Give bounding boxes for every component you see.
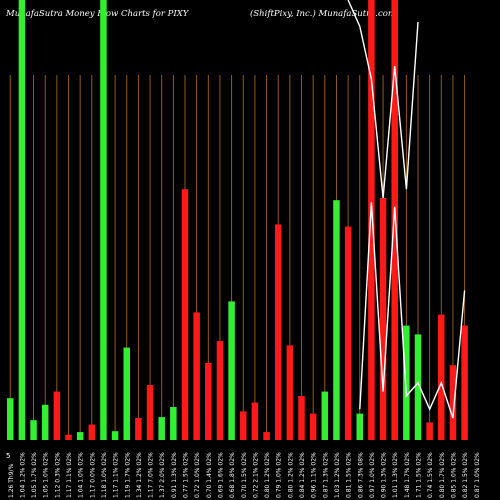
category-label: 0.85 1.0% 02% (450, 452, 457, 498)
chart-header: MunafaSutra Money Flow Charts for PIXY (… (0, 9, 500, 23)
bar-up (170, 407, 177, 440)
category-label: 1.34 1.2% 02% (136, 452, 143, 498)
bar-down (181, 189, 189, 440)
bar-down (309, 413, 317, 440)
category-label: 0.81 1.5% 02% (346, 452, 353, 498)
bar-down (449, 365, 457, 440)
bar-up (158, 417, 165, 440)
bar-up (356, 413, 363, 440)
category-label: 1.26 Th9/% (8, 463, 15, 498)
bar-down (53, 391, 61, 440)
category-label: 1.37 2.0% 02% (159, 452, 166, 498)
category-label: 1.17 0.0% 02% (89, 452, 96, 498)
bar-up (111, 431, 119, 440)
bar-down (240, 411, 247, 440)
bar-down (263, 432, 270, 440)
bar-up (7, 398, 14, 440)
bar-up (30, 420, 37, 440)
bar-down (88, 424, 96, 440)
bar-down (426, 422, 433, 440)
category-label: 0.87 1.3% 02% (322, 452, 329, 498)
category-label: 0.72 1.0% 02% (194, 452, 201, 498)
category-label: 0.82 1.5% 02% (462, 452, 469, 498)
bar-down (286, 345, 294, 440)
category-label: 0.80 1.7% 02% (439, 452, 446, 498)
bar-down (193, 312, 200, 440)
category-label: 0.70 1.4% 02% (206, 452, 213, 498)
header-left-title: MunafaSutra Money Flow Charts for PIXY (6, 9, 189, 19)
category-label: 1.04 1.2% 02% (19, 452, 26, 498)
category-label: 0.77 1.5% 02% (183, 452, 190, 498)
bar-down (391, 0, 398, 440)
category-label: 0.96 1.1% 02% (311, 452, 318, 498)
category-label: 0.79 1.0% 02% (276, 452, 283, 498)
bar-down (461, 325, 468, 440)
y-axis-label: 5 (6, 452, 10, 460)
category-label: 1.01 1.3% 02% (392, 452, 399, 498)
bar-down (146, 385, 154, 440)
category-label: 1.04 1.0% 02% (78, 452, 85, 498)
category-label: 1.48 1.7% 02% (404, 452, 411, 498)
category-label: 1.05 1.0% 02% (43, 452, 50, 498)
category-label: 0.87 1.0% 02% (474, 452, 481, 498)
bar-down (216, 341, 224, 440)
bar-up (333, 200, 340, 440)
category-label: 0.84 1.2% 02% (299, 452, 306, 498)
bar-down (65, 434, 72, 440)
category-label: 0.86 7.3% 08% (357, 452, 364, 498)
bar-down (344, 226, 352, 440)
category-label: 0.72 2.1% 02% (252, 452, 259, 498)
bar-down (251, 402, 259, 440)
bar-up (321, 391, 329, 440)
category-label: 0.80 1.2% 02% (264, 452, 271, 498)
category-label: 1.05 1.7% 02% (31, 452, 38, 498)
bar-down (298, 396, 305, 440)
bar-down (379, 198, 387, 440)
header-right-title: (ShiftPixy, Inc.) MunafaSutra.com (250, 9, 396, 19)
category-label: 1.17 7.0% 02% (148, 452, 155, 498)
bar-up (41, 404, 49, 440)
money-flow-line-upper (347, 0, 419, 199)
category-label: 1.19 1.7% 02% (124, 452, 131, 498)
category-label: 1.71 1.5% 02% (416, 452, 423, 498)
bar-up (403, 325, 410, 440)
category-label: 1.12 0.3% 02% (54, 452, 61, 498)
bar-up (414, 334, 422, 440)
bar-down (438, 314, 445, 440)
bar-down (274, 224, 282, 440)
bar-down (205, 363, 212, 440)
bar-up (76, 432, 84, 440)
category-label: 1.18 1.0% 02% (101, 452, 108, 498)
category-label: 0.69 1.6% 02% (217, 452, 224, 498)
category-label: 0.97 1.0% 02% (369, 452, 376, 498)
bar-up (18, 0, 26, 440)
bar-up (100, 0, 107, 440)
bar-up (228, 301, 235, 440)
category-label: 0.68 1.8% 02% (229, 452, 236, 498)
category-label: 0.74 1.5% 02% (427, 452, 434, 498)
category-label: 1.17 1.1% 02% (66, 452, 73, 498)
category-label: 1.03 1.2% 02% (334, 452, 341, 498)
category-label: 0.91 1.3% 02% (171, 452, 178, 498)
bar-down (368, 0, 375, 440)
money-flow-line-main (359, 202, 466, 419)
category-label: 0.90 1.3% 02% (381, 452, 388, 498)
bar-down (135, 418, 142, 440)
category-label: 0.80 1.2% 02% (287, 452, 294, 498)
category-label: 1.17 1.1% 02% (113, 452, 120, 498)
bar-up (123, 347, 130, 440)
category-label: 0.70 1.5% 02% (241, 452, 248, 498)
